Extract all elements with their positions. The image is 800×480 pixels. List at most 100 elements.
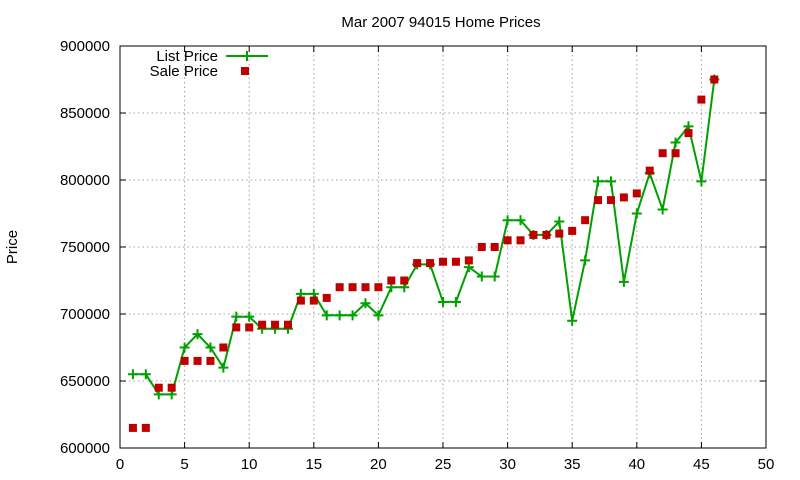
sale-price-point: [594, 196, 603, 205]
list-price-point: [515, 215, 526, 226]
grid: [120, 46, 766, 448]
sale-price-point: [606, 196, 615, 205]
sale-price-point: [684, 129, 693, 138]
list-price-point: [127, 369, 138, 380]
list-price-point: [554, 216, 565, 227]
y-tick-label: 600000: [60, 440, 110, 457]
sale-price-point: [296, 296, 305, 305]
sale-price-point: [245, 323, 254, 332]
y-tick-label: 900000: [60, 38, 110, 55]
legend-marker-list-price: [242, 51, 252, 61]
list-price-point: [605, 176, 616, 187]
y-tick-label: 850000: [60, 105, 110, 122]
sale-price-point: [271, 320, 280, 329]
list-price-point: [618, 276, 629, 287]
list-price-point: [334, 310, 345, 321]
y-tick-label: 700000: [60, 306, 110, 323]
axis-ticks: 0 5 10 15 20 25 30 35 40 45 50 600000 650000 700000 75…: [60, 38, 774, 473]
list-price-point: [502, 215, 513, 226]
sale-price-point: [451, 257, 460, 266]
sale-price-point: [671, 149, 680, 158]
sale-price-point: [439, 257, 447, 266]
x-tick-label: 40: [628, 456, 645, 473]
sale-price-point: [426, 259, 435, 268]
sale-price-point: [322, 293, 331, 302]
y-tick-label: 750000: [60, 239, 110, 256]
sale-price-point: [128, 423, 137, 432]
sale-price-point: [516, 236, 525, 245]
sale-price-point: [581, 216, 590, 225]
list-price-point: [567, 315, 578, 326]
sale-price-point: [658, 149, 667, 158]
list-price-point: [231, 311, 242, 322]
sale-price-point: [490, 243, 499, 251]
sale-price-point: [529, 230, 538, 239]
y-tick-label: 650000: [60, 373, 110, 390]
list-price-point: [140, 369, 151, 380]
sale-price-point: [555, 229, 564, 238]
sale-price-point: [193, 356, 202, 365]
x-tick-label: 25: [435, 456, 452, 473]
sale-price-point: [710, 75, 719, 84]
sale-price-point: [154, 383, 163, 392]
sale-price-point: [619, 193, 628, 202]
sale-price-point: [180, 356, 189, 365]
list-price-point: [657, 204, 668, 215]
sale-price-point: [568, 226, 577, 235]
sale-price-point: [309, 296, 318, 305]
x-tick-label: 10: [241, 456, 258, 473]
list-price-point: [670, 137, 681, 148]
list-price-point: [218, 362, 229, 373]
list-price-point: [360, 298, 371, 309]
x-tick-label: 0: [116, 456, 124, 473]
series: [127, 74, 720, 432]
sale-price-point: [232, 323, 241, 332]
list-price-point: [347, 310, 358, 321]
sale-price-point: [167, 383, 176, 392]
sale-price-point: [503, 236, 512, 245]
sale-price-point: [697, 95, 706, 104]
sale-price-point: [348, 283, 357, 292]
chart-title: Mar 2007 94015 Home Prices: [341, 14, 540, 31]
list-price-point: [696, 176, 707, 187]
sale-price-point: [283, 320, 292, 329]
x-tick-label: 35: [564, 456, 581, 473]
sale-price-point: [542, 230, 551, 239]
list-price-point: [373, 310, 384, 321]
sale-price-point: [219, 343, 228, 352]
sale-price-point: [141, 423, 150, 432]
plot-frame: [119, 45, 767, 449]
legend-label-list-price: List Price: [156, 48, 218, 65]
sale-price-point: [400, 276, 409, 285]
sale-price-point: [374, 283, 383, 292]
legend-label-sale-price: Sale Price: [150, 63, 218, 80]
list-price-point: [631, 208, 642, 219]
list-price-point: [321, 310, 332, 321]
sale-price-point: [413, 259, 422, 268]
list-price-line: [132, 79, 716, 396]
y-tick-label: 800000: [60, 172, 110, 189]
sale-price-point: [477, 243, 486, 251]
x-tick-label: 30: [499, 456, 516, 473]
sale-price-point: [335, 283, 344, 292]
list-price-point: [450, 296, 461, 307]
sale-price-point: [361, 283, 370, 292]
list-price-point: [438, 296, 448, 307]
legend-swatch-sale-price: [241, 67, 249, 75]
x-tick-label: 45: [693, 456, 710, 473]
sale-price-point: [464, 256, 473, 265]
x-tick-label: 50: [758, 456, 775, 473]
sale-price-point: [645, 166, 654, 175]
sale-price-point: [632, 189, 641, 198]
list-price-point: [244, 311, 255, 322]
list-price-point: [476, 271, 487, 282]
sale-price-point: [387, 276, 396, 285]
list-price-point: [580, 255, 591, 266]
list-price-point: [179, 342, 190, 353]
y-axis-label: Price: [4, 230, 21, 264]
sale-price-point: [258, 320, 267, 329]
list-price-point: [593, 176, 604, 187]
x-tick-label: 5: [180, 456, 188, 473]
